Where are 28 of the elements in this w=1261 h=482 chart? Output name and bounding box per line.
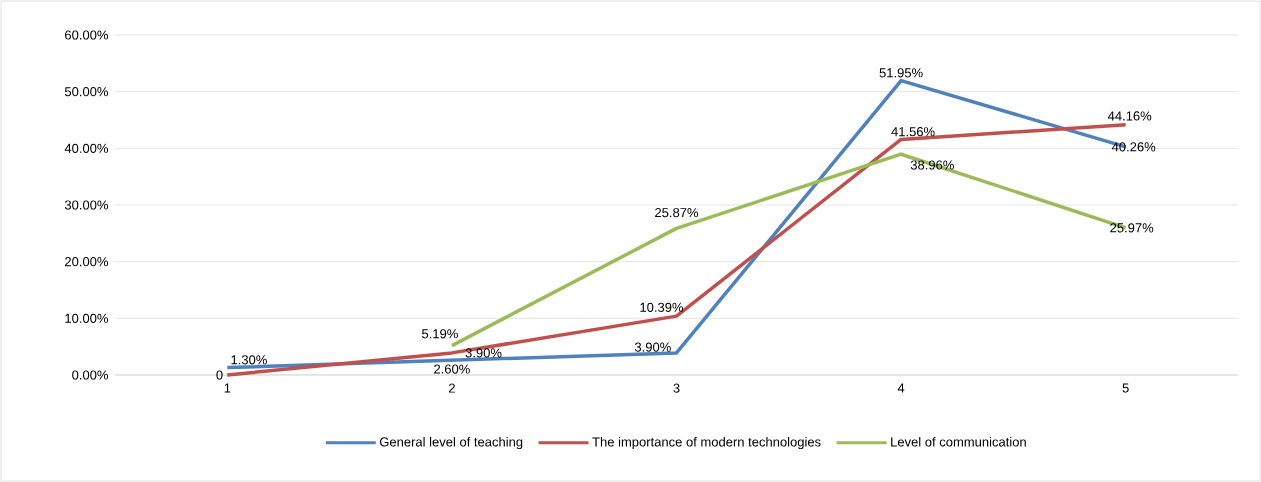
data-label: 0 <box>216 370 223 380</box>
data-label: 25.97% <box>1110 223 1154 233</box>
data-label: 3.90% <box>634 342 671 352</box>
data-label: 25.87% <box>655 207 699 218</box>
data-label: 2.60% <box>434 364 470 374</box>
x-tick-label: 2 <box>448 383 455 393</box>
y-tick-label: 20.00% <box>65 257 109 267</box>
data-label: 51.95% <box>879 68 923 78</box>
data-label: 41.56% <box>891 127 935 137</box>
y-tick-label: 40.00% <box>64 143 109 153</box>
legend-label: The importance of modern technologies <box>592 436 821 450</box>
data-label: 40.26% <box>1111 142 1156 152</box>
y-tick-label: 50.00% <box>64 87 109 97</box>
data-label: 5.19% <box>421 329 458 339</box>
y-tick-label: 0.00% <box>72 370 109 380</box>
x-tick-label: 3 <box>673 383 680 393</box>
x-tick-label: 4 <box>897 383 905 393</box>
y-tick-label: 10.00% <box>65 313 109 323</box>
data-label: 10.39% <box>640 302 684 312</box>
x-tick-label: 5 <box>1122 383 1129 393</box>
y-tick-label: 30.00% <box>64 200 109 210</box>
legend-label: Level of communication <box>891 436 1026 447</box>
y-tick-label: 60.00% <box>65 30 109 40</box>
data-label: 3.90% <box>465 348 502 358</box>
x-tick-label: 1 <box>224 383 231 393</box>
legend-label: General level of teaching <box>379 436 523 450</box>
data-label: 1.30% <box>231 355 267 365</box>
data-label: 44.16% <box>1107 111 1152 121</box>
